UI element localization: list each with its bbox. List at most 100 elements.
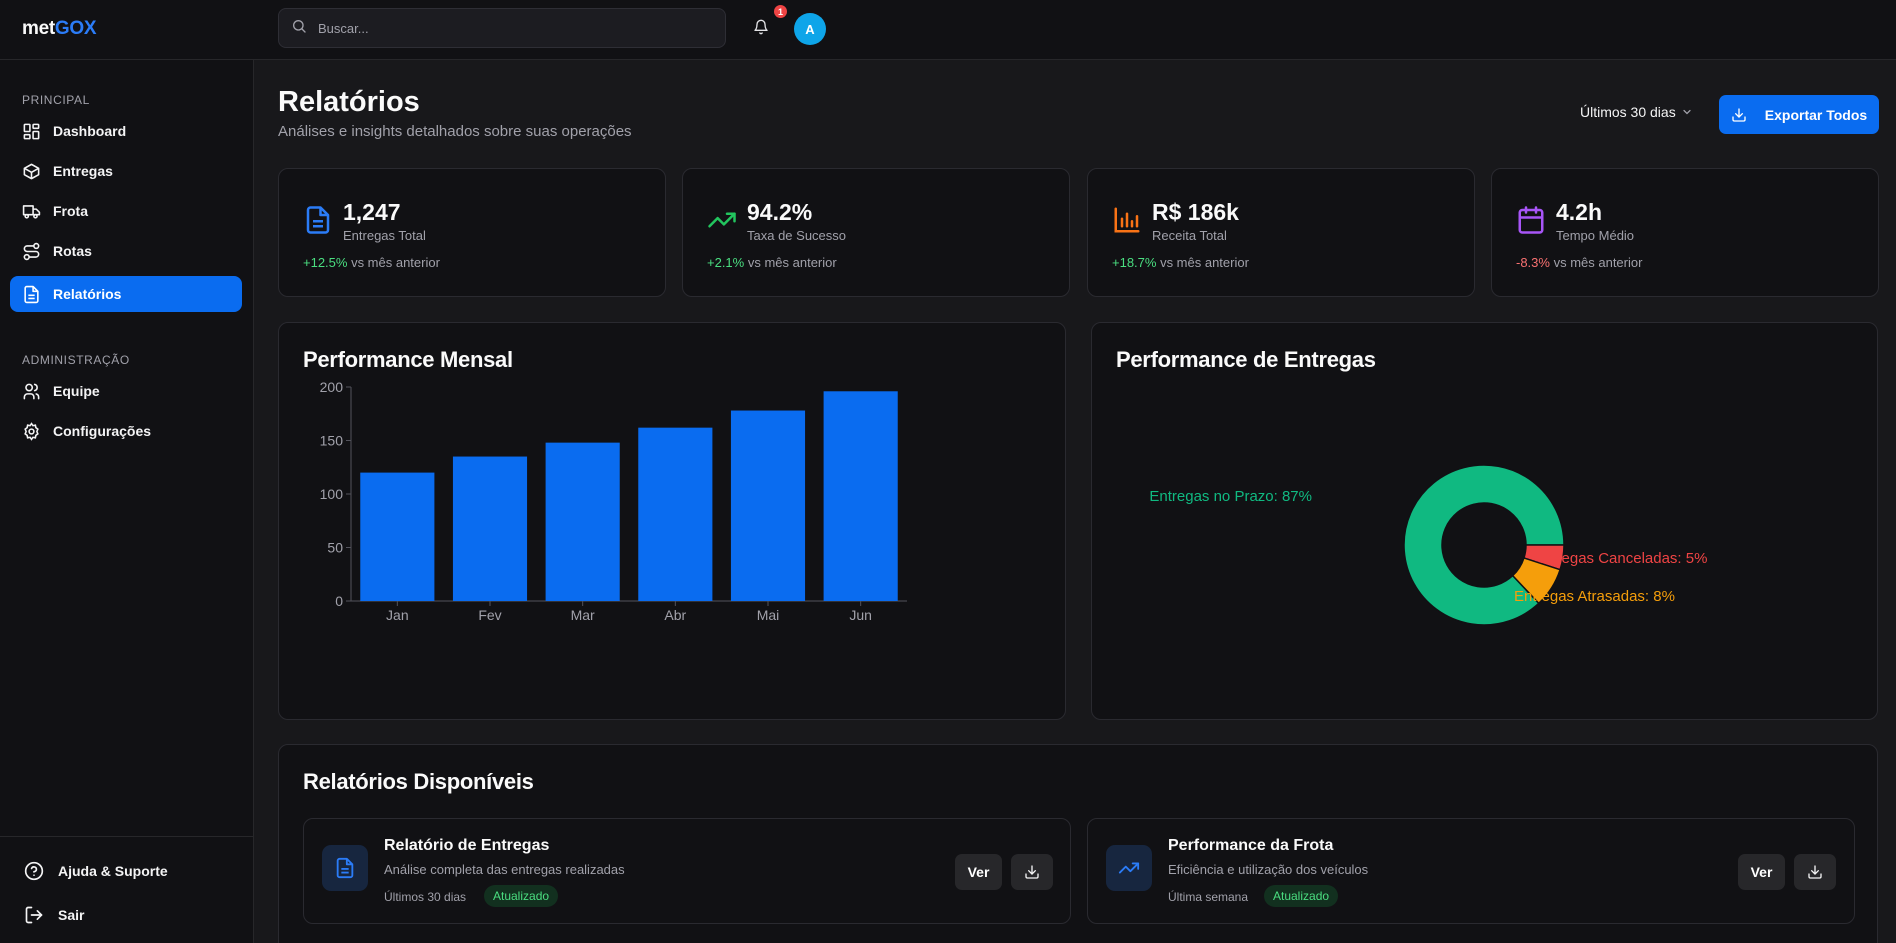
x-tick-label: Jan	[386, 607, 409, 623]
bar-abr[interactable]	[638, 427, 713, 601]
chevron-down-icon	[1683, 109, 1691, 115]
sidebar-item-configuracoes[interactable]: Configurações	[10, 413, 242, 449]
kpi-delta-suffix: vs mês anterior	[1156, 255, 1249, 270]
logo-part2: GOX	[54, 18, 97, 39]
kpi-delta-suffix: vs mês anterior	[347, 255, 440, 270]
download-report-button[interactable]	[1794, 854, 1836, 890]
bar-fev[interactable]	[452, 456, 528, 601]
pie-chart-title: Performance de Entregas	[1116, 347, 1376, 372]
kpi-card-receita: R$ 186k Receita Total +18.7% vs mês ante…	[1087, 168, 1475, 297]
file-text-icon	[306, 206, 330, 234]
sidebar-item-dashboard[interactable]: Dashboard	[10, 113, 242, 149]
logo-part1: met	[22, 18, 55, 39]
sidebar-item-frota[interactable]: Frota	[10, 193, 242, 229]
x-tick-label: Mar	[571, 607, 595, 623]
kpi-delta: +2.1% vs mês anterior	[707, 255, 837, 270]
page-title: Relatórios	[278, 86, 420, 118]
y-tick-label: 0	[335, 593, 343, 609]
sidebar-item-entregas[interactable]: Entregas	[10, 153, 242, 189]
help-support-label: Ajuda & Suporte	[58, 863, 168, 879]
bar-chart-icon	[1114, 207, 1140, 233]
kpi-delta: +12.5% vs mês anterior	[303, 255, 440, 270]
report-period: Última semana	[1168, 890, 1249, 904]
bar-chart-title: Performance Mensal	[303, 347, 513, 372]
x-tick-label: Jun	[849, 607, 872, 623]
sidebar-item-label: Entregas	[53, 163, 113, 179]
page-subtitle: Análises e insights detalhados sobre sua…	[278, 123, 632, 140]
bar-chart-card: Performance Mensal 0 50 100 150 200 Jan Fev Mar…	[278, 322, 1066, 720]
report-card-entregas: Relatório de Entregas Análise completa d…	[303, 818, 1071, 924]
reports-section: Relatórios Disponíveis Relatório de Entr…	[278, 744, 1878, 943]
y-tick-label: 200	[320, 379, 344, 395]
x-tick-label: Fev	[478, 607, 501, 623]
sidebar: PRINCIPAL Dashboard Entregas Frota Rotas…	[0, 60, 254, 943]
pie-chart-card: Performance de Entregas Entregas no Praz…	[1091, 322, 1878, 720]
bar-chart: 0 50 100 150 200 Jan Fev Mar Abr Mai Jun	[320, 379, 907, 623]
help-support-link[interactable]: Ajuda & Suporte	[24, 861, 168, 881]
report-description: Eficiência e utilização dos veículos	[1168, 862, 1369, 877]
status-badge: Atualizado	[484, 885, 559, 907]
sidebar-item-relatorios[interactable]: Relatórios	[10, 276, 242, 312]
app-logo[interactable]: metGOX	[22, 18, 97, 40]
user-avatar[interactable]: A	[794, 13, 826, 45]
download-icon	[1732, 107, 1746, 122]
donut-slice-0[interactable]	[1403, 464, 1565, 626]
sidebar-item-label: Frota	[53, 203, 88, 219]
search-box[interactable]	[278, 8, 726, 48]
reports-title: Relatórios Disponíveis	[303, 769, 534, 794]
kpi-card-tempo: 4.2h Tempo Médio -8.3% vs mês anterior	[1491, 168, 1879, 297]
donut-slice-2[interactable]	[1511, 557, 1562, 605]
x-tick-label: Mai	[757, 607, 780, 623]
view-report-button[interactable]: Ver	[1738, 854, 1785, 890]
bar-jan[interactable]	[360, 472, 435, 601]
export-all-button[interactable]: Exportar Todos	[1719, 95, 1879, 134]
route-icon	[23, 242, 40, 260]
view-report-button[interactable]: Ver	[955, 854, 1002, 890]
report-description: Análise completa das entregas realizadas	[384, 862, 625, 877]
x-tick-label: Abr	[664, 607, 686, 623]
gear-icon	[24, 421, 39, 441]
period-select[interactable]: Últimos 30 dias	[1580, 104, 1693, 120]
logout-link[interactable]: Sair	[24, 905, 84, 925]
donut-slice-label: Entregas Canceladas: 5%	[1534, 550, 1707, 567]
kpi-label: Taxa de Sucesso	[747, 228, 847, 243]
period-label: Últimos 30 dias	[1580, 104, 1676, 120]
status-badge: Atualizado	[1264, 885, 1339, 907]
bar-jun[interactable]	[823, 391, 898, 601]
sidebar-item-label: Equipe	[53, 383, 100, 399]
package-icon	[23, 163, 40, 179]
kpi-label: Tempo Médio	[1556, 228, 1635, 243]
notifications-button[interactable]	[750, 16, 772, 38]
section-label-admin: ADMINISTRAÇÃO	[22, 353, 130, 367]
bar-mai[interactable]	[730, 410, 806, 601]
report-icon	[1106, 845, 1152, 891]
kpi-delta: +18.7% vs mês anterior	[1112, 255, 1249, 270]
kpi-value: 4.2h	[1556, 199, 1603, 225]
bell-icon	[754, 19, 768, 35]
sidebar-item-rotas[interactable]: Rotas	[10, 233, 242, 269]
kpi-card-sucesso: 94.2% Taxa de Sucesso +2.1% vs mês anter…	[682, 168, 1070, 297]
sidebar-item-equipe[interactable]: Equipe	[10, 373, 242, 409]
top-bar: metGOX 1 A	[0, 0, 1896, 60]
donut-slice-label: Entregas Atrasadas: 8%	[1514, 588, 1675, 605]
sidebar-divider	[0, 836, 254, 837]
sidebar-item-label: Dashboard	[53, 123, 127, 139]
logout-label: Sair	[58, 907, 85, 923]
export-all-label: Exportar Todos	[1764, 106, 1868, 123]
search-input[interactable]	[318, 20, 698, 36]
kpi-label: Receita Total	[1152, 228, 1227, 243]
kpi-value: 94.2%	[747, 199, 813, 225]
logout-icon	[25, 906, 43, 924]
bar-mar[interactable]	[545, 442, 620, 601]
download-report-button[interactable]	[1011, 854, 1053, 890]
file-text-icon	[336, 857, 354, 879]
dashboard-icon	[23, 123, 40, 139]
report-title: Performance da Frota	[1168, 837, 1334, 854]
notification-badge: 1	[774, 5, 787, 18]
report-card-frota: Performance da Frota Eficiência e utiliz…	[1087, 818, 1855, 924]
kpi-value: 1,247	[343, 199, 401, 225]
sidebar-item-label: Configurações	[53, 423, 152, 439]
kpi-delta-value: +2.1%	[707, 255, 745, 270]
file-text-icon	[24, 285, 39, 303]
users-icon	[23, 383, 40, 399]
